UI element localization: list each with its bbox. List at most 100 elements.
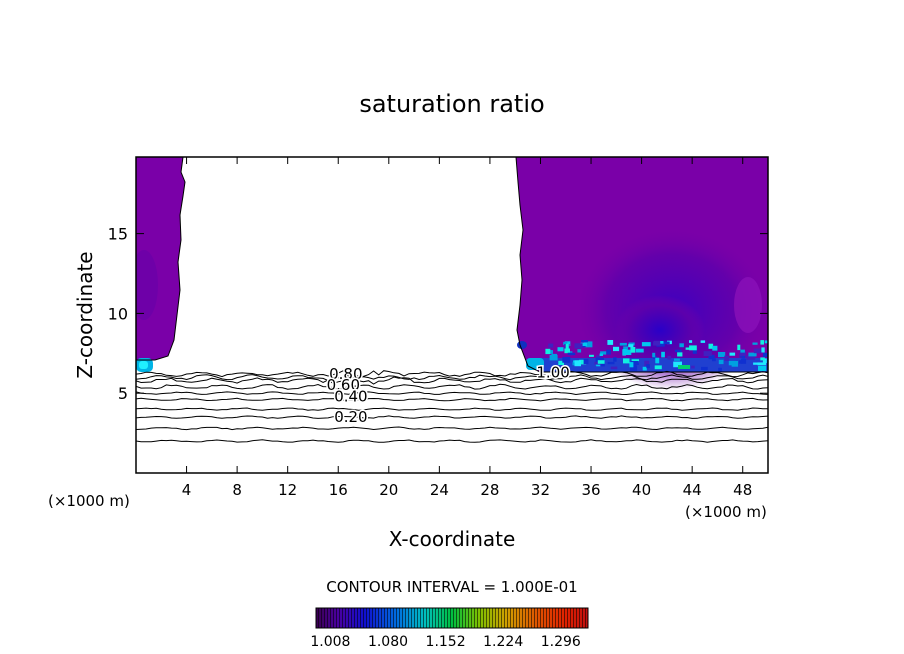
band-cell (599, 353, 603, 356)
band-cell (607, 361, 615, 365)
x-tick-label: 36 (581, 481, 600, 499)
colorbar-tick-label: 1.296 (541, 634, 581, 650)
band-cell (644, 360, 650, 367)
x-tick-label: 8 (232, 481, 242, 499)
band-cell (596, 355, 602, 358)
colorbar-tick-label: 1.080 (368, 634, 408, 650)
contour-line (136, 397, 768, 402)
band-cell (689, 345, 697, 351)
band-cell (574, 360, 581, 367)
contour-label: 0.60 (327, 376, 360, 394)
x-tick-label: 40 (632, 481, 651, 499)
contour-label: 0.40 (334, 387, 367, 405)
contour-line (136, 391, 768, 396)
band-cell (712, 345, 718, 351)
band-cell (741, 355, 746, 359)
band-cell (597, 360, 605, 364)
plot-field: 0.800.600.40 0.20 1.00 (136, 157, 768, 443)
x-axis-label: X-coordinate (389, 527, 516, 551)
x-tick-label: 44 (683, 481, 702, 499)
contour-line (136, 374, 768, 382)
band-cell (712, 358, 716, 362)
band-cell (718, 359, 724, 365)
band-cell (685, 347, 691, 350)
band-cell (703, 351, 712, 356)
contour-line (136, 426, 768, 431)
x-tick-label: 24 (430, 481, 449, 499)
band-cell (677, 352, 683, 357)
x-tick-label: 20 (379, 481, 398, 499)
band-cell (741, 358, 747, 364)
high-band (517, 340, 768, 372)
band-cell (679, 343, 684, 348)
y-tick-label: 10 (108, 304, 128, 323)
band-cell (663, 341, 670, 345)
band-cell (607, 340, 614, 345)
band-cell (700, 340, 706, 343)
colorbar: 1.008 1.080 1.152 1.224 1.296 (310, 607, 589, 650)
band-cell (600, 361, 605, 367)
right-edge-patch (734, 277, 762, 333)
band-cell (622, 349, 632, 355)
contour-label: 1.00 (536, 364, 569, 382)
band-cell (656, 342, 665, 347)
band-cell (631, 361, 639, 365)
band-cell (628, 342, 635, 346)
band-cell (740, 349, 745, 353)
band-cell (748, 352, 757, 357)
contour-label: 0.80 (329, 365, 362, 383)
band-cell (613, 357, 617, 362)
band-cell (758, 366, 767, 371)
x-tick-label: 4 (182, 481, 192, 499)
band-cell (548, 343, 554, 348)
band-cell (589, 354, 594, 357)
colorbar-tick-label: 1.008 (310, 634, 350, 650)
band-cell (708, 343, 714, 349)
band-cell (655, 357, 660, 364)
band-green-spot (678, 365, 690, 369)
band-cell (753, 362, 759, 365)
band-cell (574, 343, 583, 349)
band-cell (674, 349, 682, 353)
contour-line (136, 415, 768, 419)
band-cell (718, 367, 722, 372)
band-cell (600, 351, 607, 355)
band-cell (630, 347, 636, 353)
band-cell (739, 360, 743, 364)
band-cell (653, 340, 661, 346)
band-cell (583, 341, 593, 348)
band-cell (635, 348, 644, 353)
contour-label: 0.20 (334, 408, 367, 426)
band-cell (581, 340, 588, 343)
band-cell (619, 342, 627, 346)
contour-line (136, 376, 768, 385)
band-cell (641, 342, 651, 347)
right-deepest-core (615, 295, 705, 365)
band-cell (646, 364, 650, 369)
band-cell (629, 362, 634, 368)
band-cell (652, 352, 656, 358)
band-cell (739, 351, 746, 357)
x-tick-label: 28 (480, 481, 499, 499)
band-cell (630, 365, 638, 371)
band-cell (764, 340, 768, 344)
band-cell (757, 362, 767, 366)
x-units-right: (×1000 m) (685, 503, 767, 521)
contour-line (136, 407, 768, 411)
band-cell (760, 340, 764, 345)
band-cell (562, 356, 571, 363)
band-cell (701, 366, 708, 371)
band-cell (606, 349, 611, 355)
band-cell (724, 355, 730, 361)
y-axis-label: Z-coordinate (73, 251, 97, 378)
band-cell (689, 340, 693, 343)
band-cell (613, 346, 620, 352)
band-cell (628, 344, 634, 348)
band-cell (654, 365, 662, 370)
band-cell (692, 347, 697, 354)
band-cell (610, 366, 618, 370)
band-cell (564, 341, 571, 346)
band-cell (761, 347, 765, 353)
colorbar-tick-label: 1.152 (426, 634, 466, 650)
band-cell (545, 348, 551, 355)
